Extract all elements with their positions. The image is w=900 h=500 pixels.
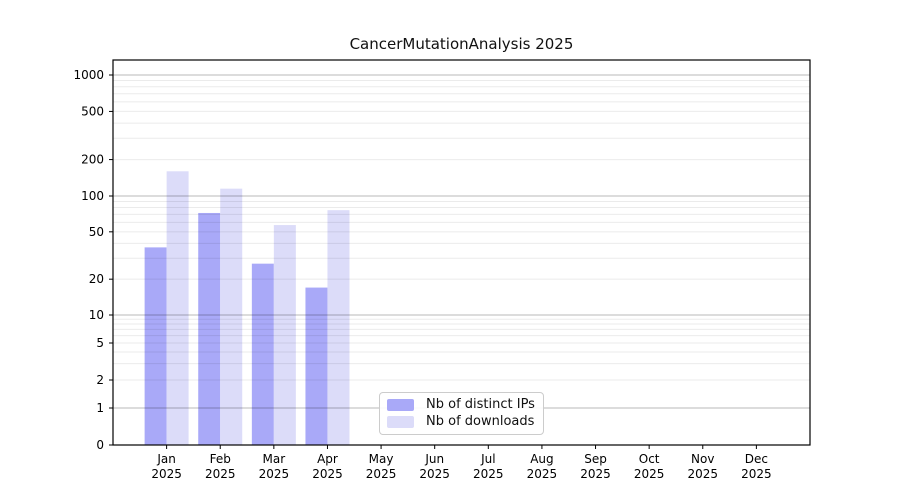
x-tick-label-year: 2025 — [419, 467, 450, 481]
x-tick-label-month: Oct — [639, 452, 660, 466]
x-tick-label-year: 2025 — [580, 467, 611, 481]
bar-downloads-feb — [220, 188, 243, 445]
bar-distinct-ips-apr — [305, 287, 328, 445]
legend-swatch-distinct-ips — [387, 399, 414, 412]
y-tick-label: 2 — [96, 373, 104, 387]
legend-label-distinct-ips: Nb of distinct IPs — [426, 397, 535, 413]
y-tick-label: 100 — [81, 189, 104, 203]
chart-title: CancerMutationAnalysis 2025 — [349, 35, 574, 53]
x-tick-label-year: 2025 — [312, 467, 343, 481]
legend-swatch-downloads — [387, 415, 414, 428]
y-tick-label: 0 — [96, 438, 104, 452]
x-tick-label-month: May — [369, 452, 394, 466]
x-tick-label-year: 2025 — [634, 467, 665, 481]
x-tick-label-month: Feb — [210, 452, 231, 466]
x-tick-label-month: Aug — [530, 452, 553, 466]
x-tick-label-month: Mar — [263, 452, 286, 466]
y-tick-label: 1 — [96, 401, 104, 415]
x-tick-label-month: Nov — [691, 452, 714, 466]
x-tick-label-year: 2025 — [473, 467, 504, 481]
x-tick-label-year: 2025 — [741, 467, 772, 481]
legend: Nb of distinct IPs Nb of downloads — [379, 392, 544, 435]
x-tick-label-year: 2025 — [366, 467, 397, 481]
y-tick-label: 50 — [89, 225, 104, 239]
y-tick-label: 1000 — [73, 68, 104, 82]
x-tick-label-month: Apr — [317, 452, 338, 466]
bar-downloads-mar — [273, 225, 296, 445]
y-tick-label: 5 — [96, 336, 104, 350]
legend-item-distinct-ips: Nb of distinct IPs — [387, 397, 535, 413]
x-tick-label-month: Dec — [745, 452, 768, 466]
x-tick-label-month: Jan — [156, 452, 176, 466]
bar-distinct-ips-feb — [198, 212, 221, 445]
y-tick-label: 500 — [81, 104, 104, 118]
x-tick-label-month: Jun — [424, 452, 444, 466]
bar-distinct-ips-jan — [144, 247, 167, 445]
legend-label-downloads: Nb of downloads — [426, 413, 535, 429]
x-tick-label-month: Jul — [480, 452, 495, 466]
x-tick-label-year: 2025 — [151, 467, 182, 481]
y-tick-label: 20 — [89, 272, 104, 286]
x-tick-label-year: 2025 — [205, 467, 236, 481]
legend-item-downloads: Nb of downloads — [387, 414, 535, 430]
plot-border — [112, 59, 811, 446]
x-tick-label-year: 2025 — [259, 467, 290, 481]
bar-distinct-ips-mar — [251, 263, 274, 445]
x-tick-label-year: 2025 — [527, 467, 558, 481]
bar-downloads-jan — [166, 171, 189, 445]
bar-downloads-apr — [327, 210, 350, 445]
x-tick-label-year: 2025 — [687, 467, 718, 481]
y-tick-label: 200 — [81, 153, 104, 167]
y-tick-label: 10 — [89, 308, 104, 322]
x-tick-label-month: Sep — [584, 452, 607, 466]
